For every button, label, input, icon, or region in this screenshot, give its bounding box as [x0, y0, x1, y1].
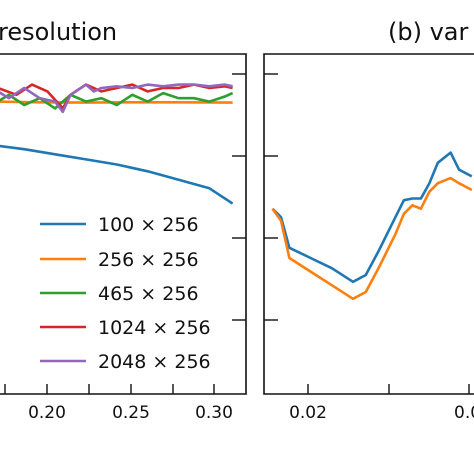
panel-a-series-line-1 [0, 100, 233, 104]
panel-b-title: (b) var [388, 18, 469, 46]
panel-a-title: resolution [0, 18, 117, 46]
legend-label: 465 × 256 [98, 283, 199, 305]
panel-a-xtick-label: 0.30 [195, 403, 233, 423]
panel-b-xtick-label: 0.02 [289, 403, 327, 423]
panel-a-series-line-2 [0, 91, 234, 110]
panel-b-series-line-0 [271, 151, 473, 284]
legend-label: 1024 × 256 [98, 317, 211, 339]
panel-a-xtick-label: 0.25 [112, 403, 150, 423]
legend-label: 100 × 256 [98, 214, 199, 236]
panel-a-series-line-4 [0, 83, 233, 114]
legend-label: 256 × 256 [98, 249, 199, 271]
legend-label: 2048 × 256 [98, 351, 211, 373]
panel-b-frame [263, 53, 474, 395]
panel-a-series-group [0, 83, 234, 205]
panel-a-frame [0, 53, 247, 395]
panel-b-series-group [271, 151, 473, 301]
panel-a-series-line-0 [0, 144, 234, 205]
panel-a-legend: 100 × 256 256 × 256 465 × 256 1024 × 256… [40, 214, 211, 373]
panel-b-series-line-1 [271, 176, 473, 301]
panel-a-xtick-label: 0.20 [28, 403, 66, 423]
panel-b-xtick-label: 0.0 [454, 403, 474, 423]
